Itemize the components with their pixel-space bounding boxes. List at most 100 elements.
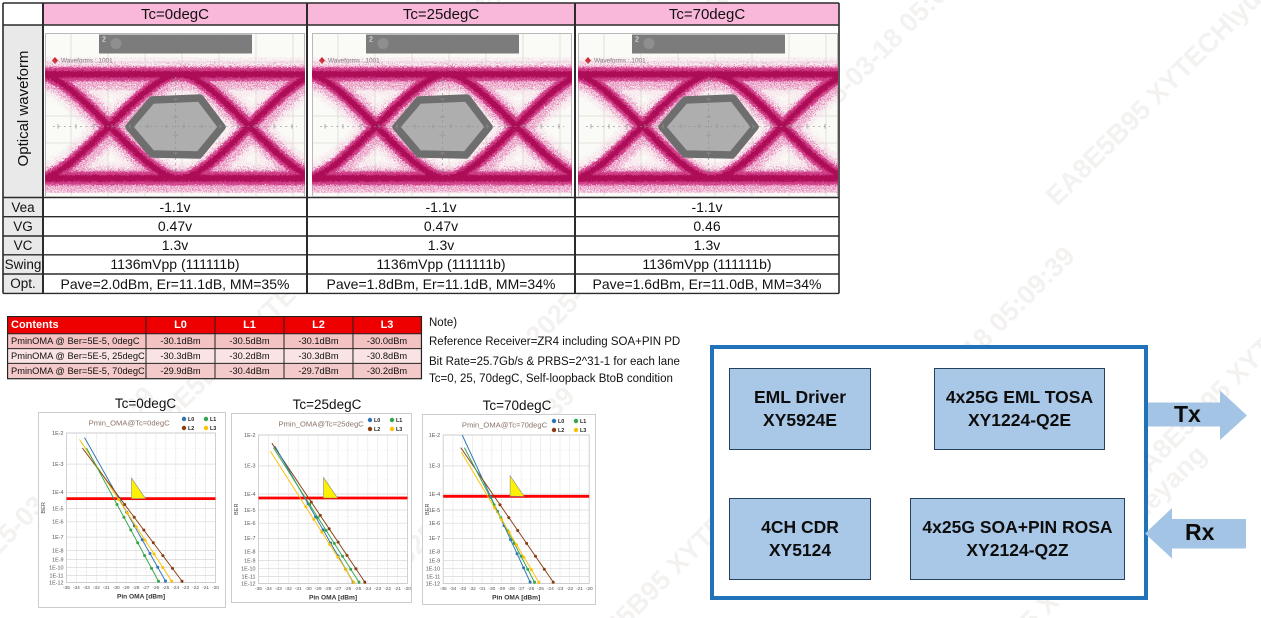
svg-text:1E-10: 1E-10 — [241, 567, 255, 573]
svg-text:-27: -27 — [142, 585, 149, 591]
svg-text:-35: -35 — [440, 586, 447, 592]
svg-text:1E-4: 1E-4 — [244, 492, 255, 498]
svg-text:-29: -29 — [315, 586, 322, 592]
svg-text:-29: -29 — [498, 586, 505, 592]
svg-text:1E-3: 1E-3 — [244, 464, 255, 470]
svg-text:-26: -26 — [152, 585, 159, 591]
svg-text:1E-9: 1E-9 — [429, 558, 440, 564]
svg-text:-34: -34 — [265, 586, 272, 592]
svg-text:L3: L3 — [396, 427, 402, 433]
svg-text:-33: -33 — [82, 585, 89, 591]
svg-text:1E-2: 1E-2 — [244, 433, 255, 439]
svg-text:BER: BER — [234, 503, 240, 515]
svg-text:L2: L2 — [188, 426, 194, 432]
svg-text:-20: -20 — [212, 585, 219, 591]
svg-text:-23: -23 — [374, 586, 381, 592]
svg-text:L3: L3 — [580, 428, 586, 434]
svg-text:1E-12: 1E-12 — [241, 581, 255, 587]
svg-text:-30: -30 — [305, 586, 312, 592]
svg-text:1E-8: 1E-8 — [429, 550, 440, 556]
svg-text:-27: -27 — [335, 586, 342, 592]
svg-text:-31: -31 — [478, 586, 485, 592]
svg-text:L2: L2 — [558, 428, 564, 434]
svg-text:Pmin_OMA@Tc=0degC: Pmin_OMA@Tc=0degC — [88, 419, 169, 428]
svg-text:1E-12: 1E-12 — [426, 581, 440, 587]
svg-text:-22: -22 — [192, 585, 199, 591]
svg-text:-28: -28 — [132, 585, 139, 591]
svg-text:-21: -21 — [394, 586, 401, 592]
svg-text:1E-3: 1E-3 — [429, 464, 440, 470]
svg-text:1E-11: 1E-11 — [49, 573, 63, 579]
svg-text:-24: -24 — [172, 585, 179, 591]
svg-text:-28: -28 — [325, 586, 332, 592]
svg-text:-25: -25 — [354, 586, 361, 592]
svg-text:1E-5: 1E-5 — [244, 508, 255, 514]
svg-text:-26: -26 — [527, 586, 534, 592]
svg-text:Pmin_OMA@Tc=70degC: Pmin_OMA@Tc=70degC — [462, 421, 548, 430]
svg-text:1E-5: 1E-5 — [52, 506, 63, 512]
svg-text:1E-7: 1E-7 — [429, 536, 440, 542]
svg-text:1E-6: 1E-6 — [429, 521, 440, 527]
svg-text:-24: -24 — [547, 586, 554, 592]
svg-text:-26: -26 — [344, 586, 351, 592]
svg-text:1E-8: 1E-8 — [52, 548, 63, 554]
svg-text:-34: -34 — [72, 585, 79, 591]
svg-text:-22: -22 — [384, 586, 391, 592]
svg-text:-25: -25 — [162, 585, 169, 591]
svg-text:L1: L1 — [210, 417, 216, 423]
svg-text:Pin OMA [dBm]: Pin OMA [dBm] — [116, 594, 164, 601]
svg-text:-27: -27 — [517, 586, 524, 592]
svg-text:BER: BER — [41, 502, 47, 514]
svg-text:-33: -33 — [459, 586, 466, 592]
svg-text:1E-5: 1E-5 — [429, 508, 440, 514]
svg-text:1E-3: 1E-3 — [52, 462, 63, 468]
svg-text:-20: -20 — [586, 586, 593, 592]
svg-text:-31: -31 — [102, 585, 109, 591]
svg-text:-32: -32 — [469, 586, 476, 592]
svg-text:-34: -34 — [449, 586, 456, 592]
svg-text:-30: -30 — [488, 586, 495, 592]
svg-text:-23: -23 — [182, 585, 189, 591]
svg-text:L3: L3 — [210, 426, 216, 432]
svg-text:1E-7: 1E-7 — [244, 536, 255, 542]
svg-text:-23: -23 — [556, 586, 563, 592]
svg-text:Pmin_OMA@Tc=25degC: Pmin_OMA@Tc=25degC — [279, 420, 365, 429]
svg-text:1E-4: 1E-4 — [52, 490, 63, 496]
svg-text:-30: -30 — [112, 585, 119, 591]
svg-text:L0: L0 — [374, 418, 380, 424]
svg-text:1E-12: 1E-12 — [49, 580, 63, 586]
svg-text:Pin OMA [dBm]: Pin OMA [dBm] — [492, 595, 540, 602]
svg-text:1E-2: 1E-2 — [52, 431, 63, 437]
svg-text:1E-10: 1E-10 — [426, 567, 440, 573]
svg-text:-35: -35 — [63, 585, 70, 591]
svg-text:-35: -35 — [255, 586, 262, 592]
svg-text:1E-11: 1E-11 — [242, 574, 256, 580]
svg-text:-28: -28 — [508, 586, 515, 592]
svg-text:L2: L2 — [374, 427, 380, 433]
svg-text:L0: L0 — [188, 417, 194, 423]
svg-text:-32: -32 — [92, 585, 99, 591]
svg-text:-32: -32 — [285, 586, 292, 592]
svg-text:1E-9: 1E-9 — [52, 557, 63, 563]
svg-text:-22: -22 — [566, 586, 573, 592]
svg-text:1E-10: 1E-10 — [49, 565, 63, 571]
svg-text:1E-11: 1E-11 — [426, 574, 440, 580]
svg-text:-31: -31 — [295, 586, 302, 592]
svg-text:-20: -20 — [404, 586, 411, 592]
svg-text:-21: -21 — [576, 586, 583, 592]
svg-text:1E-7: 1E-7 — [52, 535, 63, 541]
svg-text:-24: -24 — [364, 586, 371, 592]
svg-text:1E-6: 1E-6 — [244, 521, 255, 527]
svg-text:L0: L0 — [558, 419, 564, 425]
svg-text:1E-2: 1E-2 — [429, 433, 440, 439]
svg-text:-25: -25 — [537, 586, 544, 592]
svg-text:Pin OMA [dBm]: Pin OMA [dBm] — [309, 595, 357, 602]
svg-text:BER: BER — [425, 503, 431, 515]
svg-text:L1: L1 — [580, 419, 586, 425]
svg-text:1E-8: 1E-8 — [244, 550, 255, 556]
svg-text:-21: -21 — [202, 585, 209, 591]
svg-text:1E-9: 1E-9 — [244, 558, 255, 564]
svg-text:-33: -33 — [275, 586, 282, 592]
svg-text:-29: -29 — [122, 585, 129, 591]
svg-text:1E-4: 1E-4 — [429, 492, 440, 498]
